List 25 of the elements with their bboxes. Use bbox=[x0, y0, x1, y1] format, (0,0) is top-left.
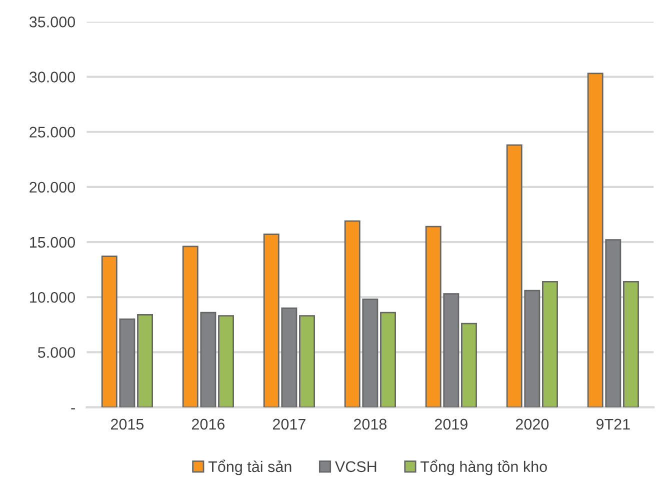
legend-label: Tổng tài sản bbox=[208, 460, 292, 476]
bar bbox=[137, 314, 154, 408]
bar bbox=[380, 312, 396, 408]
x-tick-label: 2020 bbox=[516, 418, 549, 430]
y-tick-label: 15.000 bbox=[30, 236, 76, 248]
bar bbox=[542, 281, 558, 408]
x-tick-label: 2016 bbox=[192, 418, 225, 430]
bar bbox=[461, 322, 477, 408]
x-tick-label: 2018 bbox=[354, 418, 387, 430]
x-tick-label: 2019 bbox=[434, 418, 468, 430]
legend-label: VCSH bbox=[335, 461, 376, 472]
x-tick-label: 9T21 bbox=[596, 418, 630, 430]
y-tick-label: 20.000 bbox=[30, 182, 76, 193]
y-tick-label: 30.000 bbox=[29, 72, 76, 82]
legend-label: Tổng hàng tồn kho bbox=[420, 460, 547, 476]
x-tick-label: 2017 bbox=[272, 418, 306, 430]
y-tick-label: 25.000 bbox=[30, 126, 76, 138]
y-tick-label: 5.000 bbox=[38, 347, 76, 358]
y-tick-label: 35.000 bbox=[29, 16, 76, 28]
y-tick-label: 10.000 bbox=[30, 292, 76, 303]
x-tick-label: 2015 bbox=[110, 418, 144, 430]
bar bbox=[218, 315, 234, 408]
y-tick-label: - bbox=[71, 408, 75, 410]
bar bbox=[623, 281, 639, 408]
bar bbox=[299, 315, 315, 408]
